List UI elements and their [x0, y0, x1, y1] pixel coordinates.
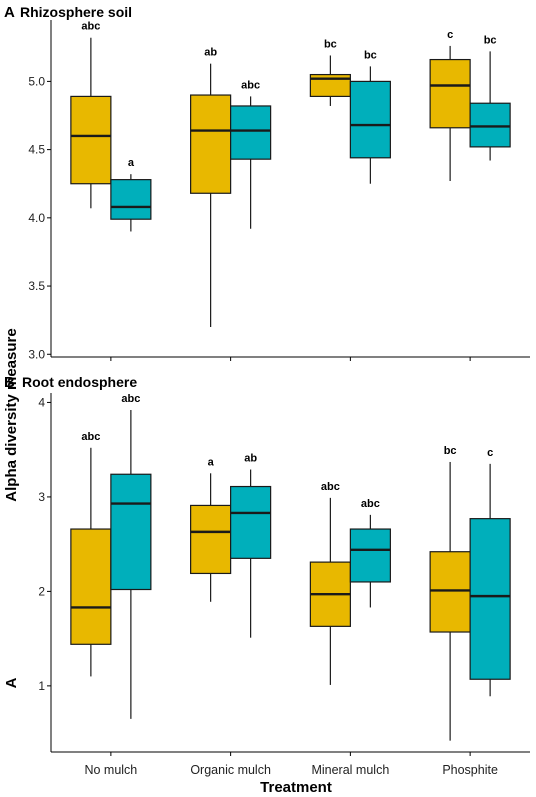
- significance-letter: bc: [444, 445, 457, 457]
- box-iqr: [70, 95, 112, 185]
- significance-letter: abc: [321, 481, 340, 493]
- significance-letter: bc: [484, 34, 497, 46]
- panel-a-box-series1-3: c: [429, 29, 471, 181]
- panel-a-y-tick-label: 3.5: [28, 279, 45, 293]
- panel-b-box-series1-3: bc: [429, 445, 471, 741]
- panel-b-letter: B: [4, 374, 15, 391]
- panel-a-box-series2-3: bc: [469, 34, 511, 161]
- box-iqr: [230, 105, 272, 160]
- panel-a: A Rhizosphere soil 3.03.54.04.55.0abcabb…: [4, 4, 530, 361]
- panel-a-box-series2-0: a: [110, 157, 152, 232]
- panel-a-box-series2-2: bc: [349, 49, 391, 184]
- box-iqr: [469, 102, 511, 148]
- box-iqr: [110, 473, 152, 591]
- panel-a-title: Rhizosphere soil: [20, 4, 132, 20]
- panel-b-y-tick-label: 4: [38, 395, 45, 409]
- x-category-labels: No mulch Organic mulch Mineral mulch Phosph…: [84, 763, 497, 777]
- panel-b-y-tick-label: 1: [38, 679, 45, 693]
- significance-letter: c: [487, 447, 493, 459]
- box-iqr: [190, 94, 232, 194]
- panel-a-letter: A: [4, 4, 15, 21]
- panel-a-y-tick-label: 4.0: [28, 211, 45, 225]
- panel-a-y-tick-label: 5.0: [28, 74, 45, 88]
- box-iqr: [349, 80, 391, 159]
- panel-b-y-tick-label: 2: [38, 584, 45, 598]
- y-axis-title: Alpha diversity measure: [3, 328, 20, 501]
- panel-b-y-tick-label: 3: [38, 490, 45, 504]
- panel-b-box-series2-3: c: [469, 447, 511, 697]
- box-iqr: [110, 179, 152, 220]
- box-iqr: [230, 485, 272, 559]
- box-iqr: [70, 528, 112, 645]
- significance-letter: bc: [364, 49, 377, 61]
- panel-b-side-label: A: [3, 677, 20, 688]
- significance-letter: a: [208, 456, 215, 468]
- panel-a-box-series1-0: abc: [70, 21, 112, 209]
- x-category-label: Mineral mulch: [311, 763, 389, 777]
- significance-letter: abc: [81, 431, 100, 443]
- significance-letter: bc: [324, 38, 337, 50]
- panel-a-box-series2-1: abc: [230, 79, 272, 229]
- significance-letter: abc: [81, 21, 100, 33]
- panel-b: B Root endosphere 1 2 3 4 abc a abc bc abc ab abc c: [4, 374, 530, 756]
- panel-b-box-series1-1: a: [190, 456, 232, 602]
- significance-letter: abc: [361, 498, 380, 510]
- panel-b-box-series1-0: abc: [70, 431, 112, 677]
- panel-b-marks: 1 2 3 4 abc a abc bc abc ab abc c: [38, 393, 511, 756]
- x-category-label: Phosphite: [442, 763, 498, 777]
- significance-letter: ab: [204, 47, 217, 59]
- panel-b-box-series1-2: abc: [309, 481, 351, 685]
- x-axis-title: Treatment: [260, 779, 332, 796]
- significance-letter: c: [447, 29, 453, 41]
- significance-letter: abc: [241, 79, 260, 91]
- panel-b-title: Root endosphere: [22, 374, 137, 390]
- panel-b-box-series2-2: abc: [349, 498, 391, 608]
- panel-a-box-series1-1: ab: [190, 47, 232, 327]
- panel-b-box-series2-0: abc: [110, 393, 152, 719]
- significance-letter: abc: [121, 393, 140, 405]
- x-category-label: Organic mulch: [190, 763, 271, 777]
- box-iqr: [429, 551, 471, 633]
- significance-letter: ab: [244, 453, 257, 465]
- panel-a-box-series1-2: bc: [309, 38, 351, 106]
- significance-letter: a: [128, 157, 135, 169]
- panel-a-y-tick-label: 3.0: [28, 347, 45, 361]
- panel-a-marks: 3.0 3.5 4.0 4.5 5.0 abc ab bc c a abc bc bc: [28, 21, 511, 361]
- panel-b-box-series2-1: ab: [230, 453, 272, 638]
- x-category-label: No mulch: [84, 763, 137, 777]
- box-iqr: [469, 518, 511, 680]
- box-iqr: [349, 528, 391, 583]
- box-iqr: [429, 58, 471, 129]
- box-iqr: [190, 504, 232, 575]
- panel-a-y-tick-label: 4.5: [28, 143, 45, 157]
